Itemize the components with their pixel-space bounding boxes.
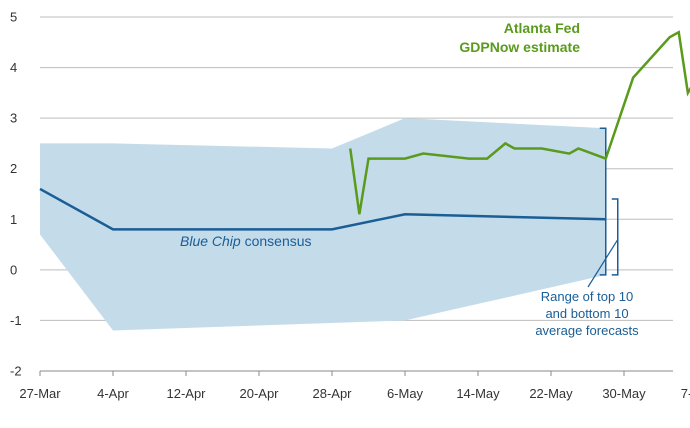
x-tick-label: 28-Apr — [312, 386, 352, 401]
gdpnow-estimate-line — [349, 30, 690, 215]
y-tick-label: 4 — [10, 60, 17, 75]
y-tick-label: 2 — [10, 161, 17, 176]
blue-chip-series-label: Blue Chip consensus — [180, 233, 312, 249]
consensus-bracket — [611, 198, 619, 276]
y-tick-label: 5 — [10, 10, 17, 25]
y-tick-label: 0 — [10, 262, 17, 277]
range-band — [40, 118, 606, 331]
range-annotation-line3: average forecasts — [535, 323, 639, 338]
series-layer — [39, 30, 690, 231]
x-tick-label: 27-Mar — [19, 386, 61, 401]
range-annotation-line2: and bottom 10 — [545, 306, 628, 321]
x-tick-label: 6-May — [387, 386, 424, 401]
range-bracket — [599, 127, 607, 276]
blue-chip-consensus-line — [39, 187, 606, 231]
range-annotation-line1: Range of top 10 — [541, 289, 634, 304]
x-tick-label: 14-May — [456, 386, 500, 401]
gdpnow-label-line1: Atlanta Fed — [504, 20, 580, 36]
x-tick-label: 20-Apr — [239, 386, 279, 401]
y-tick-label: 3 — [10, 111, 17, 126]
x-tick-label: 4-Apr — [97, 386, 129, 401]
x-tick-label: 30-May — [602, 386, 646, 401]
axis-labels-layer: 5 4 3 2 1 0 -1 -2 27-Mar 4-Apr 12-Apr 20-Apr 28-Apr 6… — [10, 10, 690, 402]
x-tick-label: 12-Apr — [166, 386, 206, 401]
y-tick-label: -2 — [10, 364, 22, 379]
blue-chip-label-italic: Blue Chip — [180, 233, 241, 249]
x-tick-label: 7-Jun — [681, 386, 690, 401]
annotation-leader-line — [587, 239, 619, 288]
bracket-layer — [587, 127, 619, 288]
range-band-layer — [40, 118, 606, 331]
blue-chip-label-rest: consensus — [241, 233, 312, 249]
y-tick-label: -1 — [10, 313, 22, 328]
y-tick-label: 1 — [10, 212, 17, 227]
gdpnow-label-line2: GDPNow estimate — [459, 39, 580, 55]
x-tick-label: 22-May — [529, 386, 573, 401]
